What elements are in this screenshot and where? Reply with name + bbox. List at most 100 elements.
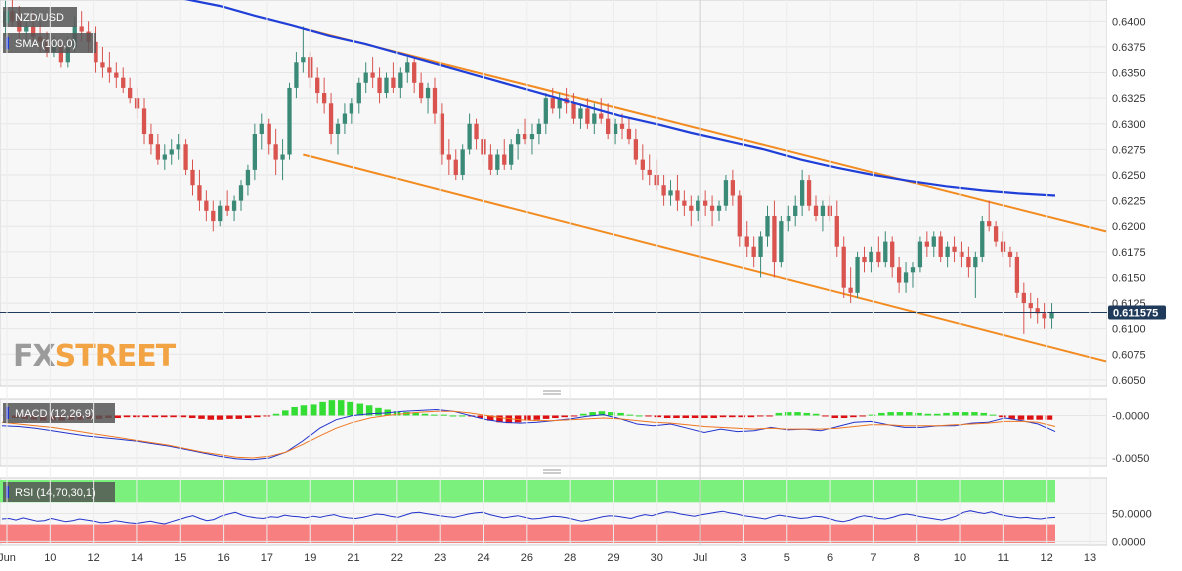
candle-body bbox=[405, 62, 410, 73]
macd-histogram-bar bbox=[822, 415, 829, 417]
candle bbox=[384, 72, 389, 99]
candle bbox=[1042, 303, 1047, 329]
macd-histogram-bar bbox=[598, 411, 606, 416]
candle-body bbox=[820, 205, 826, 216]
x-tick-label: 5 bbox=[784, 552, 790, 564]
rsi-legend-tag[interactable]: RSI (14,70,30,1) bbox=[3, 482, 115, 502]
candle-body bbox=[474, 123, 479, 140]
macd-legend-tag[interactable]: MACD (12,26,9) bbox=[3, 403, 115, 423]
x-tick-label: 29 bbox=[607, 552, 619, 564]
candle bbox=[820, 200, 826, 232]
macd-histogram-bar bbox=[161, 415, 168, 418]
candle bbox=[460, 144, 465, 181]
candle bbox=[626, 118, 632, 145]
candle bbox=[751, 236, 756, 268]
candle bbox=[162, 144, 167, 170]
x-tick-label: 12 bbox=[88, 552, 100, 564]
x-tick-label: 17 bbox=[261, 552, 273, 564]
candle bbox=[973, 251, 978, 298]
macd-histogram-bar bbox=[654, 415, 662, 418]
macd-histogram-bar bbox=[868, 414, 876, 416]
candle-body bbox=[571, 103, 576, 119]
candle-body bbox=[744, 236, 749, 247]
candle bbox=[931, 231, 936, 257]
candle-body bbox=[121, 77, 126, 88]
macd-histogram-bar bbox=[626, 414, 634, 416]
macd-histogram-bar bbox=[449, 415, 457, 417]
candle-body bbox=[502, 154, 507, 165]
candle bbox=[377, 67, 382, 104]
candle-body bbox=[606, 118, 611, 135]
macd-histogram-bar bbox=[542, 415, 550, 419]
macd-histogram-bar bbox=[188, 415, 196, 419]
candle bbox=[245, 164, 251, 196]
macd-histogram-bar bbox=[952, 412, 960, 416]
candle bbox=[938, 231, 943, 263]
candle bbox=[238, 180, 244, 211]
macd-histogram-bar bbox=[971, 412, 978, 416]
macd-histogram-bar bbox=[533, 415, 541, 420]
candle-body bbox=[370, 72, 375, 78]
candle-body bbox=[633, 139, 639, 160]
price-tick-label: 0.6275 bbox=[1112, 144, 1146, 156]
candle bbox=[1021, 282, 1026, 334]
candle-body bbox=[862, 256, 867, 263]
x-tick-label: 22 bbox=[391, 552, 403, 564]
macd-signal-line bbox=[1, 410, 1056, 459]
sma-legend-tag[interactable]: SMA (100,0) bbox=[3, 33, 96, 53]
candle bbox=[474, 118, 479, 150]
price-tick-label: 0.6300 bbox=[1112, 119, 1146, 131]
candle-body bbox=[1028, 303, 1033, 309]
candle bbox=[585, 98, 590, 129]
price-grid bbox=[0, 20, 1107, 381]
candle bbox=[211, 200, 216, 232]
candle-body bbox=[176, 144, 181, 150]
macd-histogram-bar bbox=[943, 412, 950, 416]
panel-resize-handle-1[interactable] bbox=[543, 390, 561, 395]
candle-body bbox=[806, 180, 812, 206]
macd-histogram-bar bbox=[757, 415, 764, 417]
candle bbox=[633, 128, 639, 165]
candle-body bbox=[682, 200, 687, 206]
macd-tick-label: -0.0050 bbox=[1112, 453, 1149, 465]
macd-histogram-bar bbox=[980, 412, 988, 416]
macd-histogram-bar bbox=[859, 415, 866, 417]
candle bbox=[813, 195, 819, 222]
candle-body bbox=[315, 77, 320, 94]
macd-histogram-bar bbox=[207, 415, 215, 420]
candle-body bbox=[266, 123, 271, 145]
rsi-overbought-zone bbox=[0, 480, 1055, 503]
rsi-tick-label: 0.0000 bbox=[1112, 536, 1146, 548]
price-tick-label: 0.6050 bbox=[1112, 375, 1146, 387]
macd-histogram-bar bbox=[812, 413, 820, 416]
candle-body bbox=[973, 256, 978, 268]
macd-histogram-bar bbox=[747, 415, 755, 418]
macd-histogram-bar bbox=[477, 415, 485, 419]
macd-histogram-bar bbox=[682, 415, 690, 419]
x-tick-label: 14 bbox=[131, 552, 143, 564]
macd-histogram-bar bbox=[459, 415, 466, 417]
candle-body bbox=[294, 62, 299, 88]
candle bbox=[661, 174, 666, 206]
x-tick-label: 26 bbox=[521, 552, 533, 564]
candle-body bbox=[647, 169, 652, 175]
candle bbox=[488, 144, 493, 175]
macd-histogram-bar bbox=[319, 401, 326, 416]
symbol-tag[interactable]: NZD/USD bbox=[3, 7, 77, 27]
candle-body bbox=[848, 287, 853, 293]
candle bbox=[896, 256, 902, 293]
panel-resize-handle-2[interactable] bbox=[543, 469, 561, 474]
candle bbox=[204, 190, 209, 222]
candle-body bbox=[751, 246, 756, 257]
x-tick-label: 30 bbox=[651, 552, 663, 564]
candle-body bbox=[453, 159, 458, 175]
candle-body bbox=[910, 267, 916, 273]
candle-body bbox=[398, 72, 403, 88]
candle bbox=[335, 118, 341, 155]
macd-histogram-bar bbox=[347, 401, 354, 416]
candle bbox=[966, 246, 971, 278]
candle bbox=[980, 215, 985, 263]
candle-body bbox=[1014, 256, 1020, 293]
candle-body bbox=[980, 221, 985, 257]
x-tick-label: 15 bbox=[174, 552, 186, 564]
